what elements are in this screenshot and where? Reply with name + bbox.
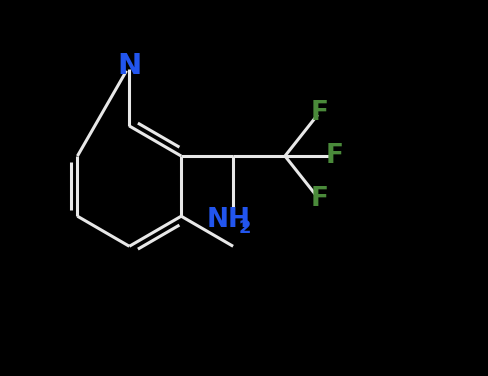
Text: F: F: [310, 100, 328, 126]
Text: NH: NH: [206, 207, 250, 233]
Text: N: N: [117, 52, 142, 80]
Text: F: F: [310, 186, 328, 212]
Text: F: F: [325, 143, 343, 169]
Text: 2: 2: [239, 219, 251, 237]
